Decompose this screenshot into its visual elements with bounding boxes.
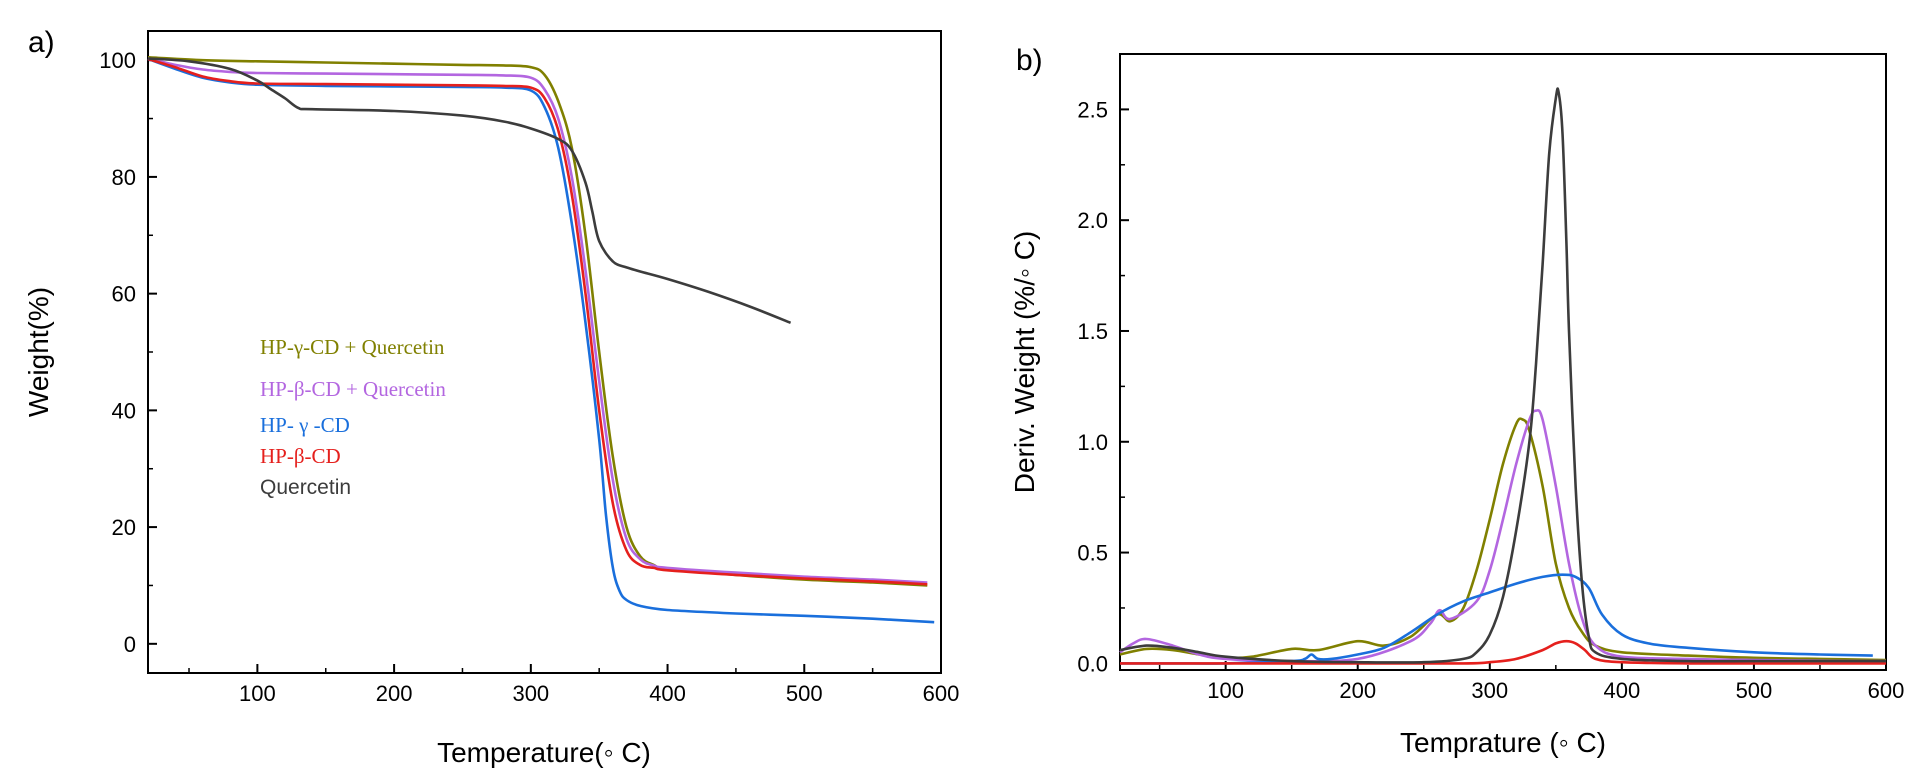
a-y-tick-label: 40 — [112, 398, 136, 423]
b-y-tick-label: 1.5 — [1077, 319, 1108, 344]
b-y-tick-label: 0.0 — [1077, 651, 1108, 676]
legend-label-quercetin: Quercetin — [260, 476, 351, 499]
a-x-tick-label: 500 — [786, 681, 823, 706]
legend-label-hp-gamma-cd: HP- γ -CD — [260, 413, 350, 437]
a-series-line-quercetin — [147, 57, 792, 325]
a-x-tick-label: 400 — [649, 681, 686, 706]
b-x-tick-label: 600 — [1868, 678, 1905, 703]
panel-a-tga: a) 100 200 300 400 500 600 0 20 40 60 80 100 Temper… — [23, 26, 959, 768]
b-x-tick-label: 400 — [1604, 678, 1641, 703]
panel-a-legend: HP-γ-CD + Quercetin HP-β-CD + Quercetin … — [260, 335, 446, 499]
a-x-tick-label: 300 — [512, 681, 549, 706]
legend-label-hp-beta-cd: HP-β-CD — [260, 444, 341, 468]
legend-label-hp-gamma-cd-quercetin: HP-γ-CD + Quercetin — [260, 335, 445, 359]
b-y-tick-label: 2.5 — [1077, 97, 1108, 122]
a-y-tick-label: 0 — [124, 632, 136, 657]
b-series-line-hp-cd — [1119, 573, 1873, 665]
b-y-tick-label: 0.5 — [1077, 541, 1108, 566]
panel-b-dtg: b) 100 200 300 400 500 6000.00.51.01.52.02.5 … — [1009, 44, 1904, 758]
panel-b-y-axis-title: Deriv. Weight (%/◦ C) — [1009, 231, 1040, 494]
panel-b-series — [1119, 87, 1887, 665]
b-x-tick-label: 200 — [1339, 678, 1376, 703]
a-y-tick-label: 100 — [99, 48, 136, 73]
panel-a-x-axis-title: Temperature(◦ C) — [437, 737, 651, 768]
b-x-tick-label: 100 — [1207, 678, 1244, 703]
panel-a-label: a) — [28, 26, 55, 59]
a-series-line-hp-cd — [147, 57, 928, 586]
a-x-tick-label: 100 — [239, 681, 276, 706]
b-series-line-quercetin — [1119, 87, 1886, 664]
a-y-tick-label: 20 — [112, 515, 136, 540]
panel-b-label: b) — [1016, 44, 1043, 77]
b-y-tick-label: 2.0 — [1077, 208, 1108, 233]
b-series-line-hp-cd-quercetin — [1119, 417, 1887, 662]
b-series-line-hp-cd-quercetin — [1119, 408, 1887, 663]
a-series-line-hp-cd-quercetin — [147, 56, 928, 587]
panel-b-plot-frame — [1119, 53, 1887, 671]
a-y-tick-label: 80 — [112, 165, 136, 190]
b-x-tick-label: 500 — [1736, 678, 1773, 703]
a-series-line-hp-cd-quercetin — [147, 57, 928, 584]
b-y-tick-label: 1.0 — [1077, 430, 1108, 455]
a-x-tick-label: 600 — [923, 681, 960, 706]
a-y-tick-label: 60 — [112, 282, 136, 307]
panel-a-series — [147, 56, 935, 624]
b-x-tick-label: 300 — [1471, 678, 1508, 703]
panel-a-y-axis-title: Weight(%) — [23, 287, 54, 417]
panel-a-axes: 100 200 300 400 500 600 0 20 40 60 80 100 — [99, 48, 959, 706]
a-x-tick-label: 200 — [376, 681, 413, 706]
legend-label-hp-beta-cd-quercetin: HP-β-CD + Quercetin — [260, 377, 446, 401]
panel-b-x-axis-title: Temprature (◦ C) — [1400, 727, 1606, 758]
panel-b-axes: 100 200 300 400 500 600 0.0 0.5 1.0 1.5 2.0 2.5 — [1077, 53, 1905, 703]
